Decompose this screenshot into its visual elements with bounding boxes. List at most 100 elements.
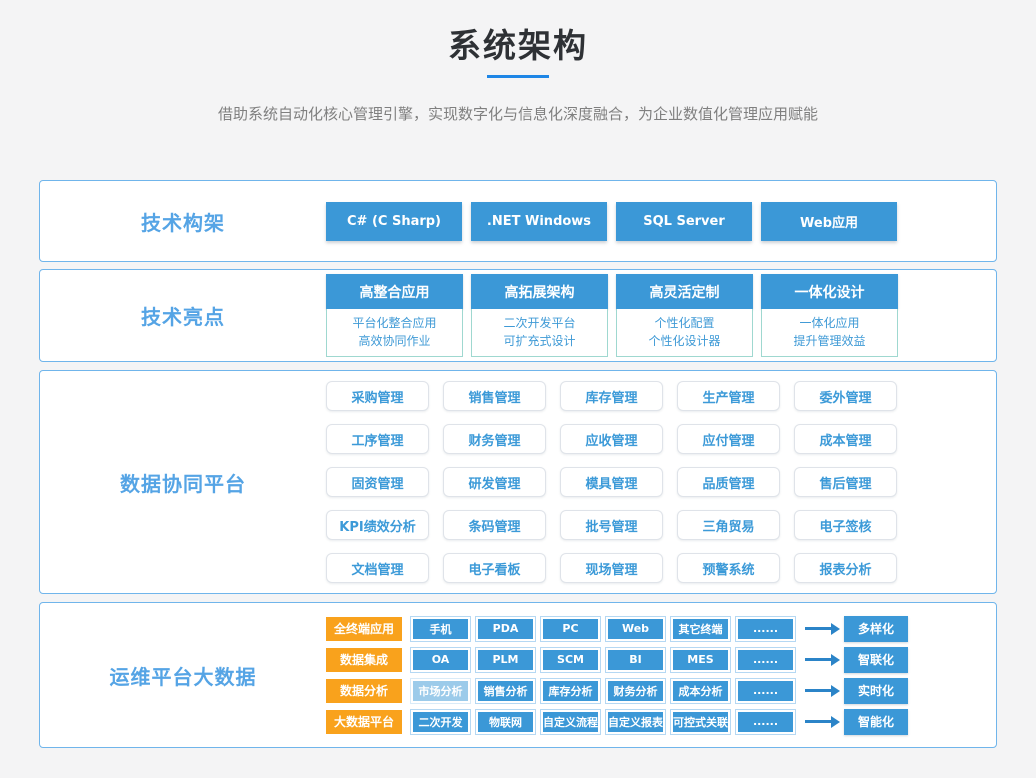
highlight-card-title: 一体化设计: [761, 274, 898, 309]
arrow-right-icon: [805, 715, 840, 728]
section-platform-label: 数据协同平台: [120, 471, 246, 496]
module-kpi: KPI绩效分析: [326, 510, 429, 540]
arrow-right-icon: [805, 684, 840, 697]
bigdata-category: 大数据平台: [326, 709, 402, 734]
highlight-card-title: 高整合应用: [326, 274, 463, 309]
section-platform: 数据协同平台 采购管理 销售管理 库存管理 生产管理 委外管理 工序管理 财务管…: [39, 370, 997, 594]
arrow-right-icon: [805, 622, 840, 635]
page-title: 系统架构: [448, 26, 588, 65]
bigdata-item: 手机: [410, 615, 471, 642]
highlight-card-line: 个性化设计器: [648, 334, 721, 348]
tech-button-sqlserver: SQL Server: [616, 201, 752, 241]
highlight-card: 一体化设计 一体化应用 提升管理效益: [761, 274, 898, 357]
module-kanban: 电子看板: [443, 553, 546, 583]
highlight-card-title: 高灵活定制: [616, 274, 753, 309]
module-pinzhi: 品质管理: [677, 467, 780, 497]
bigdata-item: 成本分析: [670, 677, 731, 704]
highlight-card-title: 高拓展架构: [471, 274, 608, 309]
module-yingshou: 应收管理: [560, 424, 663, 454]
bigdata-category: 数据集成: [326, 647, 402, 672]
module-xiaoshou: 销售管理: [443, 381, 546, 411]
bigdata-item: ......: [735, 615, 796, 642]
highlight-card-body: 二次开发平台 可扩充式设计: [471, 309, 608, 357]
bigdata-result: 实时化: [844, 677, 908, 704]
bigdata-item: OA: [410, 646, 471, 673]
bigdata-item: SCM: [540, 646, 601, 673]
bigdata-category: 全终端应用: [326, 616, 402, 641]
page-subtitle: 借助系统自动化核心管理引擎，实现数字化与信息化深度融合，为企业数值化管理应用赋能: [217, 105, 818, 123]
section-tech-stack: 技术构架 C# (C Sharp) .NET Windows SQL Serve…: [39, 180, 997, 262]
module-yingfu: 应付管理: [677, 424, 780, 454]
bigdata-result: 多样化: [844, 615, 908, 642]
bigdata-row-analysis: 数据分析 市场分析 销售分析 库存分析 财务分析 成本分析 ...... 实时化: [326, 677, 908, 704]
tech-button-dotnet: .NET Windows: [471, 201, 607, 241]
module-qianhe: 电子签核: [794, 510, 897, 540]
bigdata-item: PC: [540, 615, 601, 642]
module-yujing: 预警系统: [677, 553, 780, 583]
title-underline: [487, 75, 549, 78]
bigdata-result: 智能化: [844, 708, 908, 735]
page-header: 系统架构 借助系统自动化核心管理引擎，实现数字化与信息化深度融合，为企业数值化管…: [0, 0, 1036, 124]
bigdata-item: 销售分析: [475, 677, 536, 704]
highlight-card-body: 平台化整合应用 高效协同作业: [326, 309, 463, 357]
bigdata-result: 智联化: [844, 646, 908, 673]
bigdata-row-platform: 大数据平台 二次开发 物联网 自定义流程 自定义报表 可控式关联 ...... …: [326, 708, 908, 735]
bigdata-item: 可控式关联: [670, 708, 731, 735]
bigdata-rows: 全终端应用 手机 PDA PC Web 其它终端 ...... 多样化 数据集成…: [326, 615, 908, 735]
module-guzi: 固资管理: [326, 467, 429, 497]
bigdata-item: 库存分析: [540, 677, 601, 704]
module-tiaoma: 条码管理: [443, 510, 546, 540]
arrow-right-icon: [805, 653, 840, 666]
module-shouhou: 售后管理: [794, 467, 897, 497]
module-moju: 模具管理: [560, 467, 663, 497]
highlight-card: 高灵活定制 个性化配置 个性化设计器: [616, 274, 753, 357]
module-baobiao: 报表分析: [794, 553, 897, 583]
highlight-cards: 高整合应用 平台化整合应用 高效协同作业 高拓展架构 二次开发平台 可扩充式设计…: [326, 274, 898, 357]
bigdata-item: 财务分析: [605, 677, 666, 704]
section-highlights-label: 技术亮点: [141, 305, 225, 329]
module-wendang: 文档管理: [326, 553, 429, 583]
highlight-card-body: 一体化应用 提升管理效益: [761, 309, 898, 357]
module-shengchan: 生产管理: [677, 381, 780, 411]
bigdata-row-terminals: 全终端应用 手机 PDA PC Web 其它终端 ...... 多样化: [326, 615, 908, 642]
bigdata-item: Web: [605, 615, 666, 642]
section-highlights: 技术亮点 高整合应用 平台化整合应用 高效协同作业 高拓展架构 二次开发平台 可…: [39, 269, 997, 362]
bigdata-item: BI: [605, 646, 666, 673]
module-weiwai: 委外管理: [794, 381, 897, 411]
highlight-card-line: 个性化配置: [654, 316, 715, 330]
highlight-card-body: 个性化配置 个性化设计器: [616, 309, 753, 357]
bigdata-item: 其它终端: [670, 615, 731, 642]
bigdata-item: PLM: [475, 646, 536, 673]
bigdata-item: ......: [735, 677, 796, 704]
highlight-card-line: 平台化整合应用: [352, 316, 437, 330]
highlight-card-line: 一体化应用: [799, 316, 860, 330]
module-chengben: 成本管理: [794, 424, 897, 454]
bigdata-category: 数据分析: [326, 678, 402, 703]
bigdata-item: 二次开发: [410, 708, 471, 735]
module-sanjiao: 三角贸易: [677, 510, 780, 540]
bigdata-item: MES: [670, 646, 731, 673]
tech-stack-buttons: C# (C Sharp) .NET Windows SQL Server Web…: [326, 201, 897, 241]
highlight-card-line: 二次开发平台: [503, 316, 576, 330]
section-bigdata-label: 运维平台大数据: [109, 664, 257, 689]
module-caigou: 采购管理: [326, 381, 429, 411]
highlight-card-line: 提升管理效益: [793, 334, 866, 348]
bigdata-item: ......: [735, 646, 796, 673]
tech-button-csharp: C# (C Sharp): [326, 201, 462, 241]
module-yanfa: 研发管理: [443, 467, 546, 497]
highlight-card-line: 高效协同作业: [358, 334, 431, 348]
module-xianchang: 现场管理: [560, 553, 663, 583]
highlight-card: 高整合应用 平台化整合应用 高效协同作业: [326, 274, 463, 357]
highlight-card-line: 可扩充式设计: [503, 334, 576, 348]
bigdata-item: 自定义流程: [540, 708, 601, 735]
module-pihao: 批号管理: [560, 510, 663, 540]
section-bigdata: 运维平台大数据 全终端应用 手机 PDA PC Web 其它终端 ...... …: [39, 602, 997, 748]
module-kucun: 库存管理: [560, 381, 663, 411]
bigdata-item: 自定义报表: [605, 708, 666, 735]
bigdata-item: 市场分析: [410, 677, 471, 704]
module-gongxu: 工序管理: [326, 424, 429, 454]
tech-button-web: Web应用: [761, 201, 897, 241]
highlight-card: 高拓展架构 二次开发平台 可扩充式设计: [471, 274, 608, 357]
bigdata-item: ......: [735, 708, 796, 735]
bigdata-row-integration: 数据集成 OA PLM SCM BI MES ...... 智联化: [326, 646, 908, 673]
